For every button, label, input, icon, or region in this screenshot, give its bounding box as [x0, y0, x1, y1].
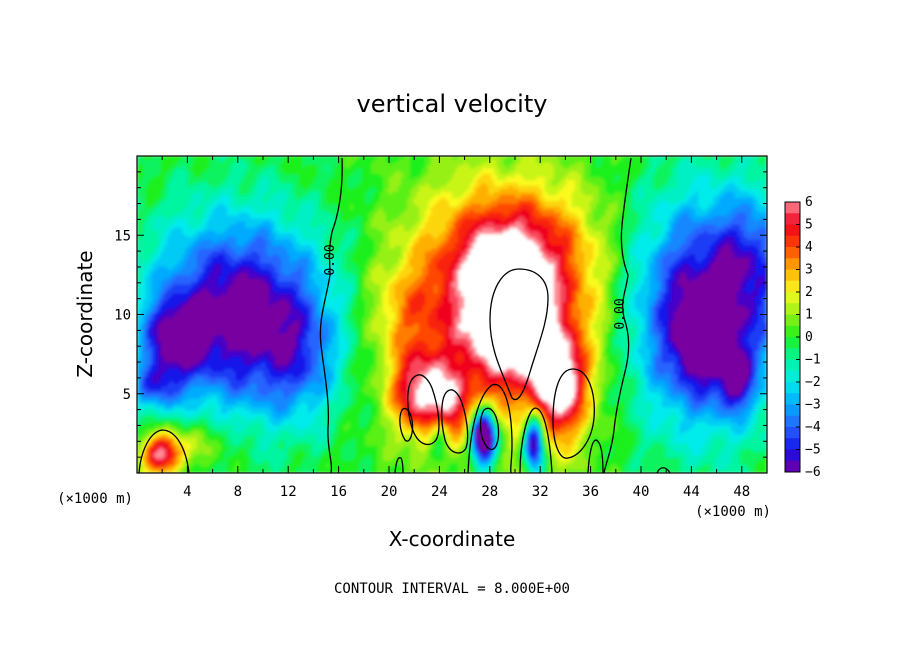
colorbar: 6 5 4 3 2 1 0 −1 −2 −3 −4 −5 −6 — [784, 195, 821, 480]
colorbar-swatch — [785, 337, 800, 349]
contour-label-right: 0.00 — [613, 298, 628, 329]
colorbar-swatch — [785, 382, 800, 394]
x-tick-label: 40 — [633, 484, 650, 500]
plot-area — [137, 156, 767, 473]
colorbar-swatch — [785, 292, 800, 304]
x-tick-label: 28 — [481, 484, 498, 500]
x-axis: 4 8 12 16 20 24 28 32 36 40 44 48 — [161, 156, 750, 500]
y-axis-label: Z-coordinate — [73, 250, 97, 377]
colorbar-label: 2 — [805, 285, 813, 300]
chart-title: vertical velocity — [357, 90, 548, 118]
velocity-field — [137, 156, 767, 473]
y-tick-label: 10 — [114, 308, 131, 324]
colorbar-swatch — [785, 269, 800, 282]
contour-surface-d — [394, 456, 404, 473]
contour-interval-note: CONTOUR INTERVAL = 8.000E+00 — [334, 581, 570, 597]
y-axis: 5 10 15 — [114, 171, 767, 458]
contour-surface-e — [656, 467, 671, 473]
colorbar-label: 1 — [805, 308, 813, 323]
colorbar-swatch — [785, 224, 800, 237]
colorbar-swatch — [785, 348, 800, 360]
colorbar-swatch — [785, 280, 800, 293]
colorbar-label: 3 — [805, 263, 813, 278]
colorbar-label: −3 — [805, 398, 821, 413]
contour-surface-c — [587, 439, 604, 473]
colorbar-swatch — [785, 438, 800, 450]
contour-lobe-center — [441, 389, 469, 454]
contour-small-mid — [479, 407, 500, 450]
colorbar-label: −5 — [805, 443, 821, 458]
colorbar-swatch — [785, 427, 800, 439]
colorbar-swatch — [785, 202, 800, 214]
x-tick-label: 36 — [582, 484, 599, 500]
colorbar-swatch — [785, 314, 800, 327]
colorbar-swatch — [785, 404, 800, 417]
x-unit-label: (×1000 m) — [57, 491, 133, 507]
x-tick-label: 24 — [431, 484, 448, 500]
colorbar-swatch — [785, 258, 800, 270]
colorbar-label: −6 — [805, 465, 821, 480]
colorbar-swatch — [785, 247, 800, 259]
contour-surface-a — [467, 383, 513, 473]
y-tick-label: 15 — [114, 228, 131, 244]
colorbar-label: −4 — [805, 420, 821, 435]
colorbar-swatch — [785, 213, 800, 225]
x-tick-label: 4 — [183, 484, 191, 500]
contour-core-upper — [489, 268, 549, 401]
colorbar-label: 5 — [805, 218, 813, 233]
colorbar-swatch — [785, 325, 800, 338]
colorbar-label: 0 — [805, 330, 813, 345]
contour-lobe-left — [407, 374, 440, 446]
colorbar-label: 4 — [805, 240, 813, 255]
x-tick-label: 48 — [733, 484, 750, 500]
colorbar-label: −2 — [805, 375, 821, 390]
x-tick-label: 32 — [532, 484, 549, 500]
colorbar-swatch — [785, 235, 800, 248]
contour-core-lower — [552, 368, 595, 459]
x-tick-label: 20 — [381, 484, 398, 500]
colorbar-label: 6 — [805, 195, 813, 210]
y-tick-label: 5 — [123, 387, 131, 403]
colorbar-swatch — [785, 449, 800, 462]
colorbar-swatch — [785, 303, 800, 315]
colorbar-swatch — [785, 359, 800, 372]
x-tick-label: 8 — [234, 484, 242, 500]
x-axis-label: X-coordinate — [389, 527, 516, 551]
colorbar-swatch — [785, 393, 800, 405]
x-tick-label: 16 — [330, 484, 347, 500]
colorbar-swatch — [785, 460, 800, 473]
zero-contour-left — [319, 157, 343, 473]
contour-surface-b — [519, 407, 553, 473]
contour-small-left — [399, 407, 414, 442]
x-unit-label-right: (×1000 m) — [695, 504, 771, 520]
contour-surface-left — [138, 429, 190, 473]
contour-lines — [138, 157, 671, 473]
x-tick-label: 12 — [280, 484, 297, 500]
colorbar-label: −1 — [805, 353, 821, 368]
contour-label-left: 0.00 — [323, 244, 338, 275]
zero-contour-right — [603, 157, 632, 473]
colorbar-swatch — [785, 415, 800, 428]
x-tick-label: 44 — [683, 484, 700, 500]
colorbar-swatch — [785, 370, 800, 383]
